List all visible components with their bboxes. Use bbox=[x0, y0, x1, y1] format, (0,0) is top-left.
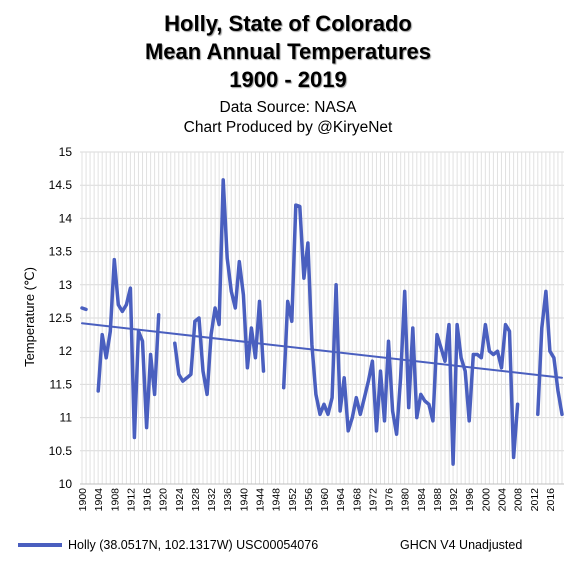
chart-title-line-1: Holly, State of Colorado bbox=[164, 11, 412, 36]
x-tick-label: 1940 bbox=[238, 488, 250, 512]
legend: Holly (38.0517N, 102.1317W) USC00054076 bbox=[18, 535, 318, 555]
x-tick-label: 1948 bbox=[271, 488, 283, 512]
x-tick-label: 1916 bbox=[142, 488, 154, 512]
x-tick-label: 1992 bbox=[448, 488, 460, 512]
x-tick-label: 2012 bbox=[529, 488, 541, 512]
x-tick-label: 1912 bbox=[125, 488, 137, 512]
chart-title-line-3: 1900 - 2019 bbox=[229, 67, 347, 92]
y-tick-label: 12.5 bbox=[49, 311, 73, 325]
x-tick-label: 2008 bbox=[513, 488, 525, 512]
x-tick-label: 1936 bbox=[222, 488, 234, 512]
x-tick-label: 1904 bbox=[93, 488, 105, 512]
y-tick-label: 14.5 bbox=[49, 178, 73, 192]
x-tick-label: 1900 bbox=[77, 488, 89, 512]
x-tick-label: 1952 bbox=[287, 488, 299, 512]
x-tick-label: 1908 bbox=[109, 488, 121, 512]
y-tick-label: 13.5 bbox=[49, 245, 73, 259]
temperature-series-line bbox=[80, 306, 88, 312]
x-tick-label: 1976 bbox=[384, 488, 396, 512]
y-tick-label: 11 bbox=[60, 411, 73, 425]
data-version-note: GHCN V4 Unadjusted bbox=[400, 538, 523, 552]
chart-credit-label: Chart Produced by @KiryeNet bbox=[183, 119, 393, 136]
x-tick-label: 1928 bbox=[190, 488, 202, 512]
x-tick-labels: 1900 1904 1908 1912 1916 1920 1924 1928 1932 1936… bbox=[77, 488, 557, 512]
temperature-series-line bbox=[536, 289, 564, 417]
x-tick-label: 2004 bbox=[496, 488, 508, 512]
x-tick-label: 1968 bbox=[351, 488, 363, 512]
y-tick-label: 15 bbox=[59, 145, 73, 159]
x-tick-label: 1960 bbox=[319, 488, 331, 512]
temperature-series-line bbox=[96, 257, 161, 440]
y-tick-label: 12 bbox=[59, 344, 73, 358]
x-tick-label: 1944 bbox=[254, 488, 266, 512]
legend-label: Holly (38.0517N, 102.1317W) USC00054076 bbox=[68, 538, 319, 552]
series-group bbox=[80, 178, 564, 466]
x-tick-label: 1996 bbox=[464, 488, 476, 512]
temperature-series-line bbox=[173, 178, 266, 397]
grid-lines bbox=[80, 151, 564, 485]
chart-title-line-2: Mean Annual Temperatures bbox=[144, 39, 432, 64]
x-tick-label: 2016 bbox=[545, 488, 557, 512]
y-tick-label: 11.5 bbox=[50, 377, 73, 391]
x-tick-label: 1924 bbox=[174, 488, 186, 512]
x-tick-label: 2000 bbox=[480, 488, 492, 512]
y-tick-label: 13 bbox=[59, 278, 73, 292]
y-tick-label: 14 bbox=[59, 211, 73, 225]
y-tick-label: 10.5 bbox=[49, 444, 73, 458]
x-tick-label: 1920 bbox=[158, 488, 170, 512]
x-tick-label: 1932 bbox=[206, 488, 218, 512]
trend-line bbox=[81, 322, 563, 379]
x-tick-label: 1980 bbox=[400, 488, 412, 512]
data-source-label: Data Source: NASA bbox=[219, 99, 357, 116]
x-tick-label: 1964 bbox=[335, 488, 347, 512]
temperature-series-line bbox=[281, 203, 520, 466]
y-tick-labels: 10 10.5 11 11.5 12 12.5 13 13.5 14 14.5 15 bbox=[49, 145, 73, 491]
legend-swatch bbox=[18, 543, 62, 547]
y-axis-label: Temperature (℃) bbox=[22, 267, 37, 367]
x-tick-label: 1956 bbox=[303, 488, 315, 512]
x-tick-label: 1988 bbox=[432, 488, 444, 512]
x-tick-label: 1984 bbox=[416, 488, 428, 512]
y-tick-label: 10 bbox=[59, 477, 73, 491]
x-tick-label: 1972 bbox=[367, 488, 379, 512]
